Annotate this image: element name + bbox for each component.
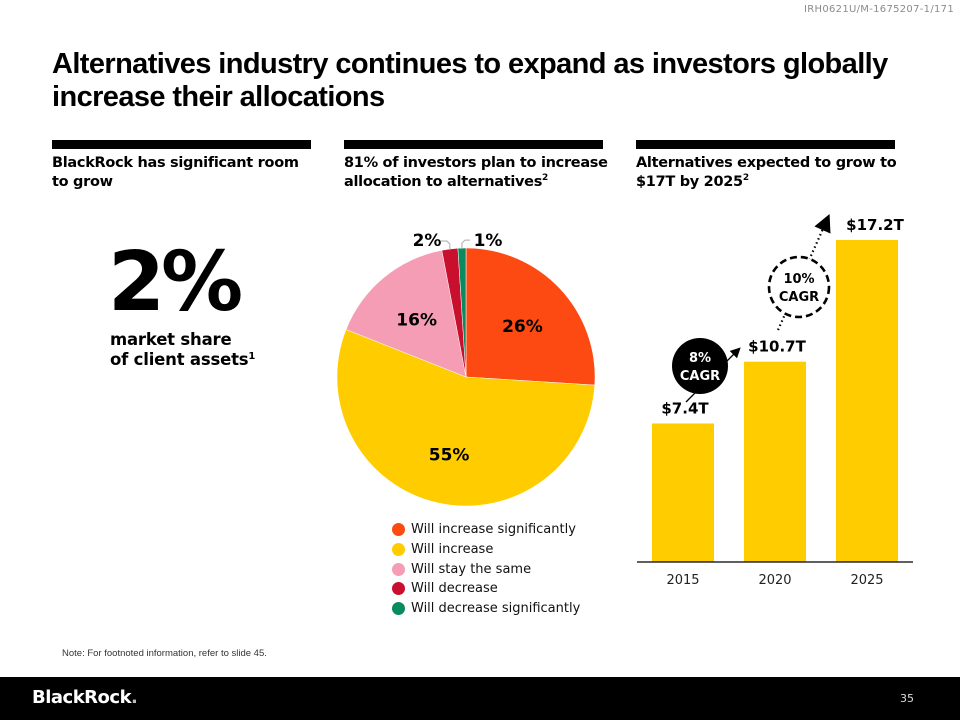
x-tick-label: 2025 [850,573,883,588]
legend-item: Will increase significantly [392,520,580,540]
column-1-heading: BlackRock has significant room to grow [52,155,299,190]
cagr-badge-8 [672,338,728,394]
x-tick-label: 2015 [666,573,699,588]
pie-data-label: 1% [474,231,503,251]
page-number: 35 [900,692,914,705]
legend-swatch [392,562,405,576]
legend-swatch [392,582,405,596]
legend-swatch [392,523,405,537]
legend-item: Will decrease [392,579,580,599]
cagr-arrow-2020-2025 [776,213,831,331]
document-id: IRH0621U/M-1675207-1/171 [804,4,954,15]
column-3-heading: Alternatives expected to grow to $17T by… [636,155,897,190]
legend-label: Will stay the same [411,561,532,577]
market-share-caption: market share of client assets1 [110,330,256,369]
legend-item: Will increase [392,540,580,560]
leader-line-decrease [441,240,451,251]
column-1-rule [52,140,311,149]
bar-value-label: $7.4T [661,399,709,417]
bar-2025 [836,240,898,562]
pie-slice-will-increase-significantly [465,247,596,386]
pie-slice-will-decrease [441,247,467,378]
pie-data-label: 55% [429,446,470,466]
blackrock-logo: BlackRock. [32,687,138,708]
leader-line-decrease-significantly [461,239,470,250]
bar-2015 [652,423,714,562]
cagr-10-label: CAGR [779,290,819,305]
cagr-badge-10 [767,255,831,319]
footer-bar: BlackRock. 35 [0,677,960,720]
footnote-note: Note: For footnoted information, refer t… [62,648,267,659]
slide-title: Alternatives industry continues to expan… [52,48,888,113]
column-2-rule [344,140,603,149]
pie-data-label: 2% [413,231,442,251]
legend-label: Will decrease [411,581,498,597]
legend-label: Will increase significantly [411,522,576,538]
legend-item: Will stay the same [392,559,580,579]
pie-slice-will-increase [336,329,596,507]
pie-legend: Will increase significantly Will increase… [392,520,580,618]
pie-slice-will-decrease-significantly [457,247,467,378]
legend-swatch [392,543,405,557]
bar-value-label: $10.7T [748,338,806,356]
cagr-arrow-2015-2020 [685,347,741,403]
legend-label: Will increase [411,542,494,558]
column-2-heading: 81% of investors plan to increase alloca… [344,155,608,190]
cagr-10-value: 10% [783,272,814,287]
x-tick-label: 2020 [758,573,791,588]
cagr-8-value: 8% [689,351,711,366]
bar-2020 [744,361,806,562]
pie-data-label: 16% [396,310,437,330]
cagr-8-label: CAGR [680,369,720,384]
legend-item: Will decrease significantly [392,599,580,619]
market-share-stat: 2% [108,235,243,330]
pie-slice-will-stay-the-same [345,249,467,378]
pie-data-label: 26% [502,317,543,337]
column-3-rule [636,140,895,149]
legend-label: Will decrease significantly [411,601,581,617]
legend-swatch [392,602,405,616]
bar-value-label: $17.2T [846,216,904,234]
